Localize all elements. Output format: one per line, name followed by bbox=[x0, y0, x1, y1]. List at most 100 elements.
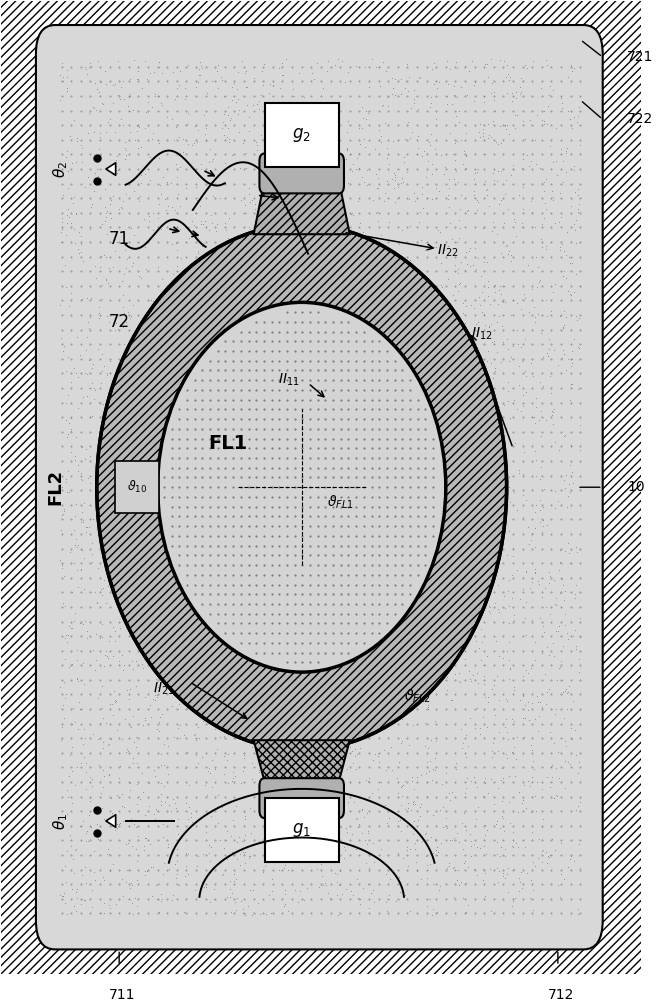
Point bbox=[281, 311, 292, 327]
Point bbox=[373, 781, 383, 797]
Point bbox=[466, 297, 476, 313]
Point bbox=[543, 575, 554, 591]
Point bbox=[118, 117, 128, 133]
Point bbox=[514, 784, 524, 800]
Point bbox=[154, 642, 164, 658]
Point bbox=[122, 741, 132, 757]
Point bbox=[283, 484, 293, 500]
Point bbox=[232, 408, 242, 424]
Point bbox=[556, 90, 566, 106]
Point bbox=[329, 430, 340, 446]
Point bbox=[70, 154, 81, 170]
Point bbox=[173, 877, 184, 893]
Point bbox=[332, 887, 342, 903]
Point bbox=[349, 713, 359, 729]
Point bbox=[97, 800, 107, 816]
Point bbox=[384, 611, 395, 627]
Point bbox=[531, 468, 541, 484]
Point bbox=[355, 309, 366, 325]
Point bbox=[481, 846, 491, 862]
Point bbox=[267, 77, 278, 93]
Text: $\theta_2$: $\theta_2$ bbox=[51, 161, 70, 178]
Point bbox=[493, 452, 503, 468]
Point bbox=[319, 122, 329, 138]
Point bbox=[415, 799, 425, 815]
Point bbox=[123, 391, 133, 407]
Point bbox=[572, 312, 583, 328]
Point bbox=[309, 702, 320, 718]
Point bbox=[62, 201, 73, 217]
Point bbox=[317, 877, 328, 893]
Point bbox=[328, 150, 338, 166]
Point bbox=[240, 197, 250, 213]
Point bbox=[139, 431, 149, 447]
Point bbox=[543, 348, 553, 364]
Point bbox=[234, 829, 244, 845]
Point bbox=[99, 895, 109, 911]
Point bbox=[566, 376, 577, 392]
Point bbox=[386, 590, 396, 606]
Point bbox=[332, 758, 342, 774]
Point bbox=[143, 94, 153, 110]
Point bbox=[223, 230, 234, 246]
Point bbox=[532, 850, 543, 866]
Point bbox=[232, 834, 242, 850]
Point bbox=[492, 314, 503, 330]
Point bbox=[219, 255, 230, 271]
Point bbox=[478, 220, 488, 236]
Point bbox=[480, 689, 490, 705]
Point bbox=[163, 836, 173, 852]
Point bbox=[68, 555, 79, 571]
Point bbox=[277, 701, 288, 717]
Point bbox=[106, 696, 117, 712]
Point bbox=[389, 484, 399, 500]
Point bbox=[101, 557, 111, 573]
Point bbox=[516, 403, 526, 419]
Point bbox=[87, 554, 97, 570]
Point bbox=[276, 681, 286, 697]
Point bbox=[207, 153, 217, 169]
Point bbox=[477, 304, 487, 320]
Point bbox=[229, 623, 239, 639]
Point bbox=[193, 74, 203, 90]
Point bbox=[509, 612, 519, 628]
Point bbox=[202, 85, 213, 101]
Point bbox=[364, 770, 374, 786]
Point bbox=[427, 319, 438, 335]
Point bbox=[253, 895, 263, 911]
Point bbox=[154, 59, 164, 75]
Point bbox=[489, 172, 499, 188]
Point bbox=[304, 234, 314, 250]
Point bbox=[148, 405, 159, 421]
Point bbox=[113, 87, 124, 103]
Point bbox=[134, 166, 145, 182]
Point bbox=[252, 239, 263, 255]
Point bbox=[528, 368, 539, 384]
Point bbox=[470, 74, 480, 90]
Text: 72: 72 bbox=[108, 313, 129, 331]
Point bbox=[438, 799, 449, 815]
Point bbox=[434, 882, 445, 898]
Point bbox=[97, 700, 107, 716]
Point bbox=[81, 755, 91, 771]
Point bbox=[59, 257, 70, 273]
Point bbox=[190, 205, 200, 221]
Point bbox=[300, 238, 310, 254]
Point bbox=[534, 471, 545, 487]
Point bbox=[91, 652, 102, 668]
Point bbox=[269, 350, 280, 366]
Point bbox=[473, 250, 484, 266]
Point bbox=[501, 514, 512, 530]
Point bbox=[285, 174, 296, 190]
Point bbox=[421, 754, 432, 770]
Point bbox=[298, 564, 309, 580]
Point bbox=[372, 180, 382, 196]
Point bbox=[574, 99, 584, 115]
Point bbox=[280, 857, 290, 873]
Point bbox=[125, 880, 135, 896]
Point bbox=[321, 173, 332, 189]
Point bbox=[180, 191, 191, 207]
Point bbox=[194, 249, 205, 265]
Point bbox=[510, 835, 521, 851]
Point bbox=[559, 472, 570, 488]
